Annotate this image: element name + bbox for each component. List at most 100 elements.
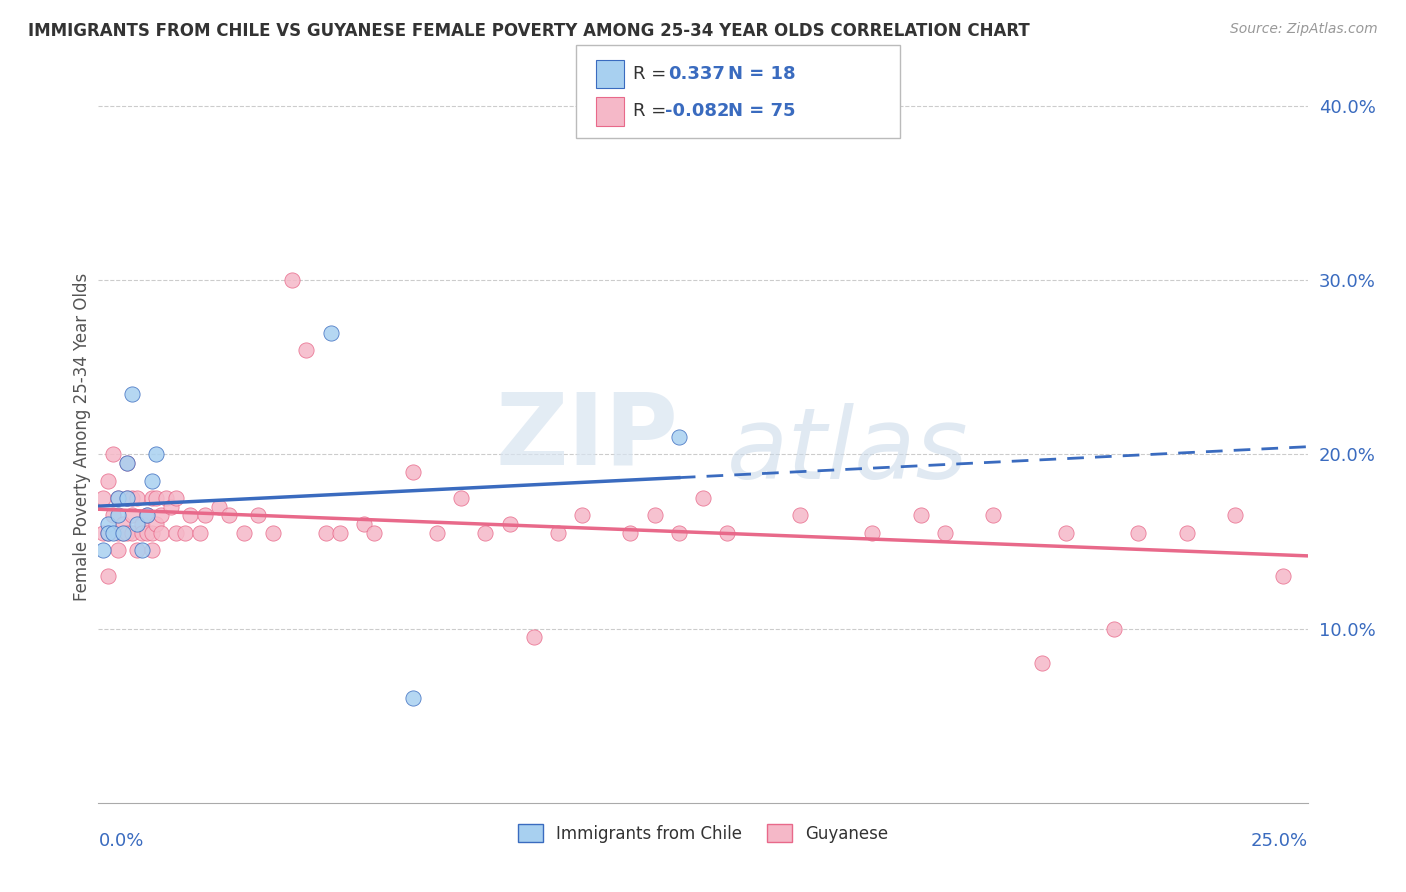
Point <box>165 491 187 505</box>
Point <box>145 448 167 462</box>
Point <box>107 543 129 558</box>
Text: 0.0%: 0.0% <box>98 832 143 850</box>
Point <box>131 525 153 540</box>
Point <box>194 508 217 523</box>
Point <box>111 517 134 532</box>
Point <box>111 525 134 540</box>
Point <box>402 691 425 706</box>
Point <box>127 517 149 532</box>
Point <box>155 491 177 505</box>
Point <box>295 343 318 357</box>
Point <box>121 525 143 540</box>
Text: R =: R = <box>633 103 666 120</box>
Point <box>97 517 120 532</box>
Point <box>281 273 304 287</box>
Point <box>1223 508 1246 523</box>
Point <box>117 491 139 505</box>
Point <box>141 491 163 505</box>
Point <box>188 525 211 540</box>
Point <box>1102 622 1125 636</box>
Y-axis label: Female Poverty Among 25-34 Year Olds: Female Poverty Among 25-34 Year Olds <box>73 273 91 601</box>
Point <box>135 525 157 540</box>
Point <box>97 525 120 540</box>
Point <box>131 517 153 532</box>
Point <box>101 448 124 462</box>
Point <box>450 491 472 505</box>
Text: -0.082: -0.082 <box>665 103 730 120</box>
Point <box>174 525 197 540</box>
Point <box>117 491 139 505</box>
Point <box>117 525 139 540</box>
Point <box>474 525 496 540</box>
Point <box>1054 525 1077 540</box>
Point <box>644 508 666 523</box>
Point <box>934 525 956 540</box>
Point <box>141 525 163 540</box>
Point <box>97 569 120 583</box>
Text: 25.0%: 25.0% <box>1250 832 1308 850</box>
Point <box>145 491 167 505</box>
Point <box>981 508 1004 523</box>
Text: IMMIGRANTS FROM CHILE VS GUYANESE FEMALE POVERTY AMONG 25-34 YEAR OLDS CORRELATI: IMMIGRANTS FROM CHILE VS GUYANESE FEMALE… <box>28 22 1029 40</box>
Point <box>117 456 139 470</box>
Point <box>329 525 352 540</box>
Point <box>426 525 449 540</box>
Point <box>121 386 143 401</box>
Point <box>121 491 143 505</box>
Point <box>111 525 134 540</box>
Point <box>1128 525 1150 540</box>
Point <box>208 500 231 514</box>
Text: atlas: atlas <box>727 403 969 500</box>
Point <box>668 430 690 444</box>
Point <box>179 508 201 523</box>
Point <box>107 525 129 540</box>
Point <box>523 631 546 645</box>
Point <box>232 525 254 540</box>
Point <box>101 525 124 540</box>
Point <box>218 508 240 523</box>
Point <box>97 525 120 540</box>
Point <box>91 543 114 558</box>
Point <box>150 525 173 540</box>
Point <box>319 326 342 340</box>
Point <box>107 508 129 523</box>
Point <box>363 525 385 540</box>
Point <box>91 525 114 540</box>
Point <box>247 508 270 523</box>
Point <box>127 491 149 505</box>
Point <box>127 543 149 558</box>
Text: R =: R = <box>633 65 666 83</box>
Point <box>107 491 129 505</box>
Point <box>668 525 690 540</box>
Point <box>131 543 153 558</box>
Point <box>571 508 593 523</box>
Point <box>107 491 129 505</box>
Point <box>141 474 163 488</box>
Point <box>91 491 114 505</box>
Point <box>789 508 811 523</box>
Point <box>547 525 569 540</box>
Text: N = 75: N = 75 <box>728 103 796 120</box>
Point <box>262 525 284 540</box>
Point <box>101 508 124 523</box>
Point <box>97 474 120 488</box>
Point <box>910 508 932 523</box>
Point <box>619 525 641 540</box>
Point <box>353 517 375 532</box>
Point <box>692 491 714 505</box>
Point <box>135 508 157 523</box>
Point <box>160 500 183 514</box>
Text: 0.337: 0.337 <box>668 65 724 83</box>
Point <box>135 508 157 523</box>
Point <box>315 525 337 540</box>
Text: N = 18: N = 18 <box>728 65 796 83</box>
Point <box>165 525 187 540</box>
Point <box>860 525 883 540</box>
Point <box>150 508 173 523</box>
Text: Source: ZipAtlas.com: Source: ZipAtlas.com <box>1230 22 1378 37</box>
Point <box>1031 657 1053 671</box>
Point <box>1175 525 1198 540</box>
Point <box>117 456 139 470</box>
Point <box>402 465 425 479</box>
Point <box>141 543 163 558</box>
